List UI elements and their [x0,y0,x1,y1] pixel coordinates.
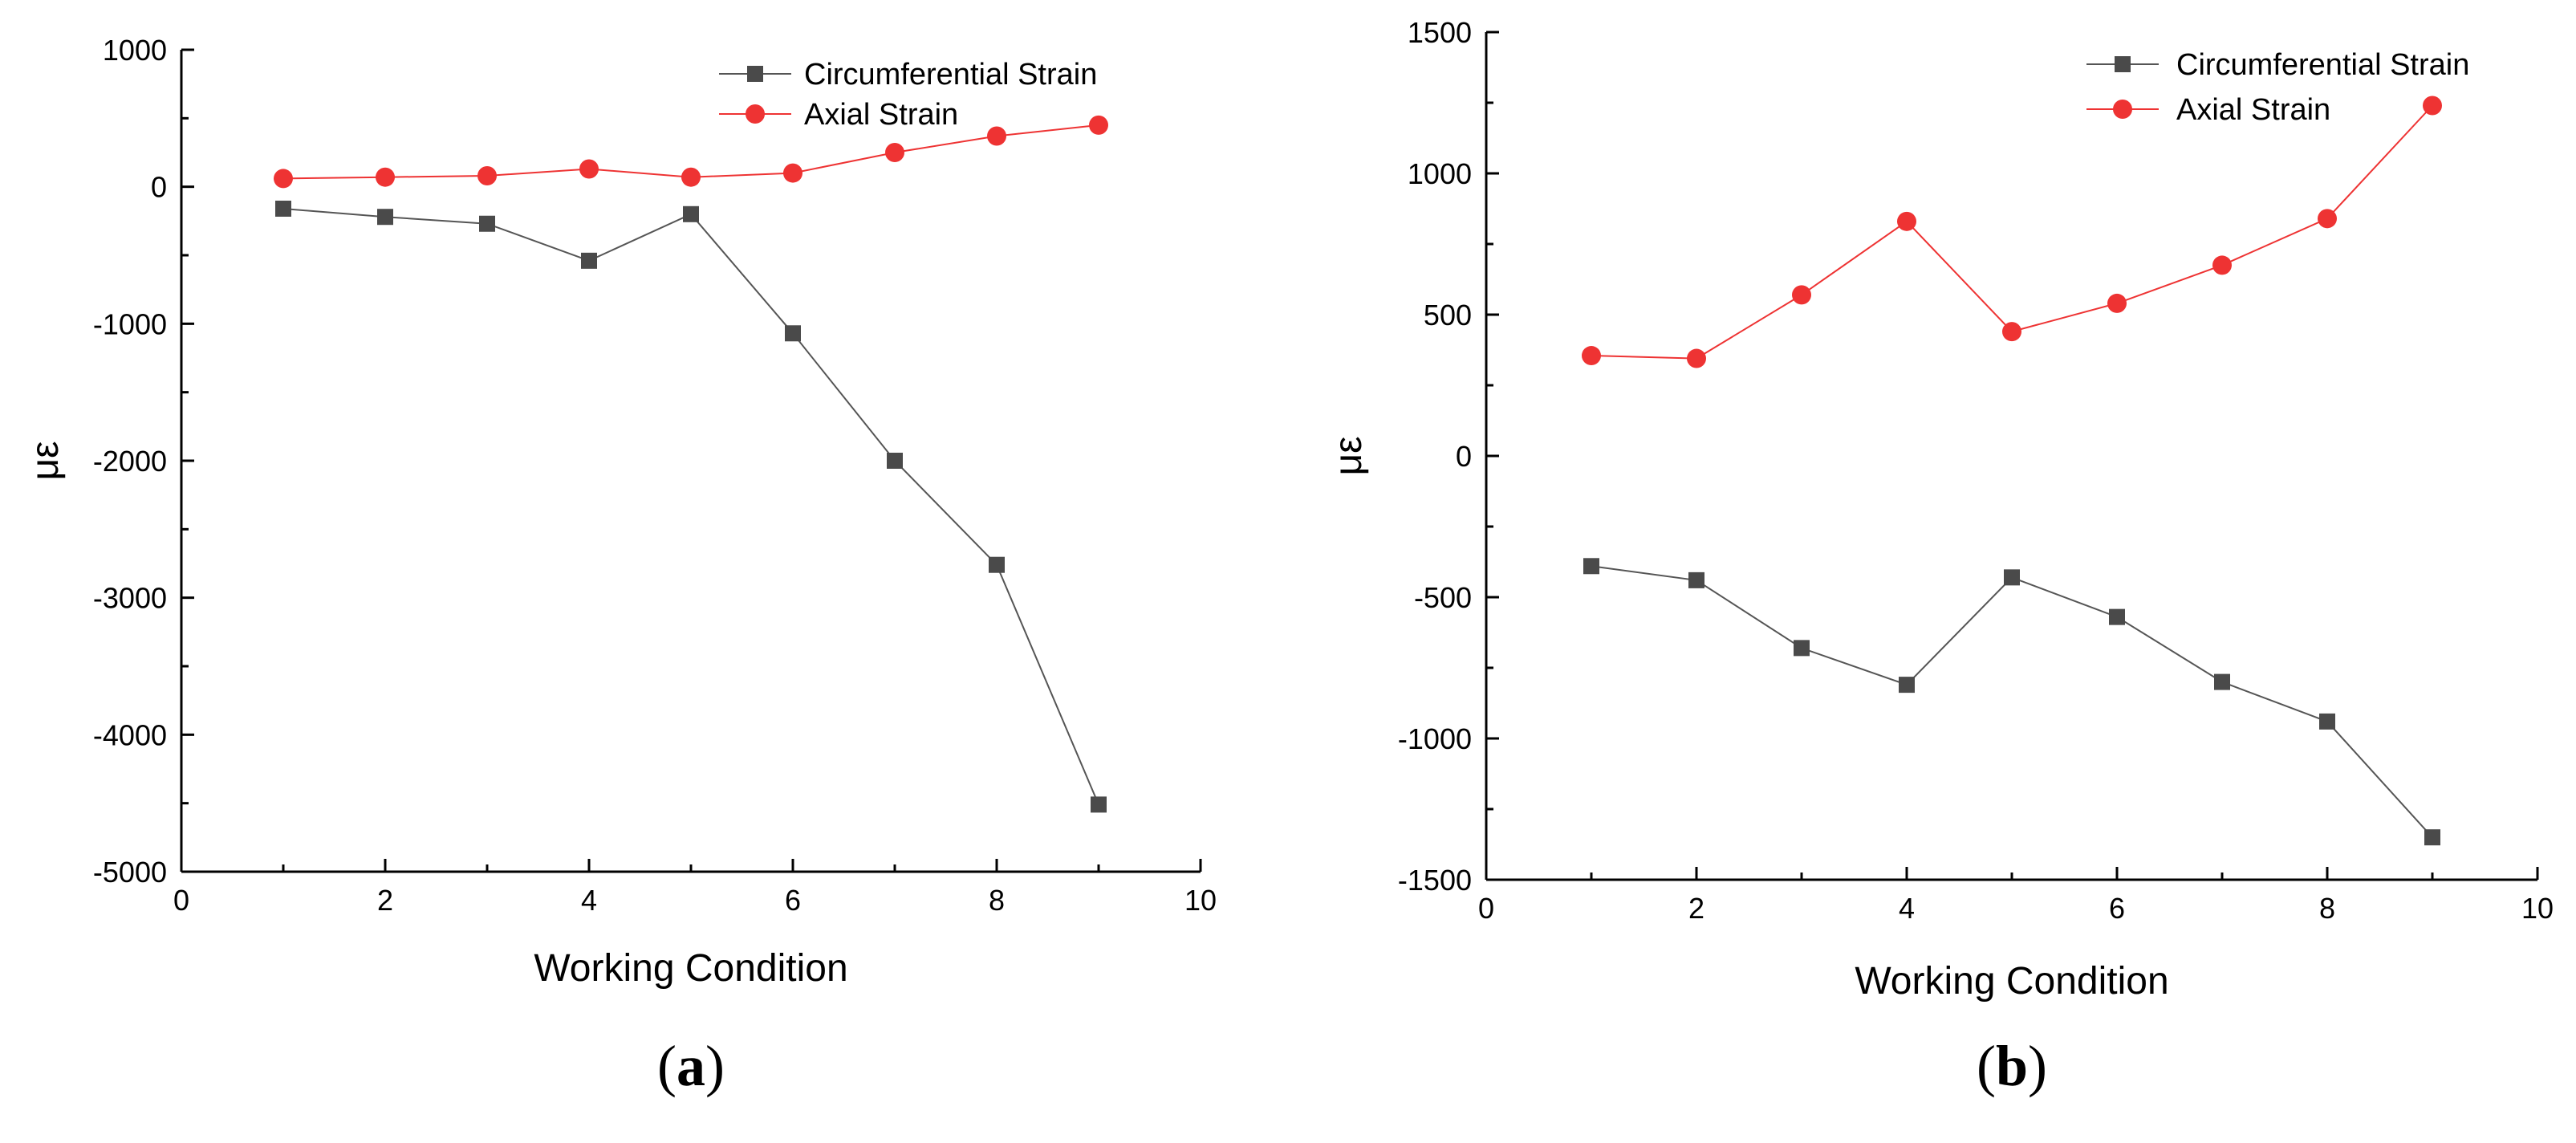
panel-a-label: (a) [657,1034,725,1098]
panel-b-axial-point [2423,96,2442,116]
panel-a-x-tick-label: 0 [173,884,189,917]
panel-b-axial-point [2107,293,2127,313]
panel-a-circumferential-point [683,205,699,222]
panel-b-label: (b) [1977,1034,2047,1098]
panel-b-legend-circumferential-marker [2115,56,2131,72]
panel-a-y-tick-label: -5000 [93,856,167,889]
panel-b-circumferential-point [2214,673,2230,690]
panel-a-axial-point [783,163,802,183]
panel-a-axial-point [376,167,395,187]
panel-b-x-axis-title: Working Condition [1855,960,2168,1003]
panel-b-legend-circumferential-label: Circumferential Strain [2176,48,2469,82]
panel-a-axial-point [885,143,904,162]
panel-a-circumferential-point [989,556,1005,573]
panel-a-circumferential-series-line [282,208,1099,805]
panel-b-circumferential-point [2319,713,2335,730]
panel-b-axial-point [1582,346,1601,366]
panel-a-x-tick-label: 2 [377,884,393,917]
panel-b-x-tick-label: 10 [2521,892,2554,925]
panel-b-x-tick-label: 4 [1899,892,1915,925]
panel-b-axial-point [2212,255,2232,275]
panel-a-axial-point [477,166,497,186]
panel-a-axial-point [274,169,293,189]
panel-b-axial-point [2318,209,2337,229]
panel-b-y-tick-label: 500 [1424,299,1472,332]
panel-a-axial-point [1089,115,1108,135]
panel-a-x-tick-label: 10 [1184,884,1217,917]
panel-b-axial-point [1687,348,1706,368]
panel-b-circumferential-point [1583,558,1599,575]
panel-a-axial-point [987,126,1006,146]
panel-b-circumferential-point [1899,677,1915,694]
panel-b-x-tick-label: 2 [1688,892,1704,925]
panel-b-circumferential-point [2004,569,2020,586]
panel-a-y-tick-label: 0 [151,171,167,204]
panel-a-y-tick-label: -1000 [93,307,167,340]
chart-panel-b: -1500 -1000 -500 0 500 1000 1500 0 2 4 6 8 10 Working… [1327,16,2554,1098]
panel-b-legend-axial-label: Axial Strain [2176,93,2330,127]
panel-a-circumferential-point [275,200,291,217]
panel-b-circumferential-point [1794,640,1810,657]
panel-b-axial-series-line [1591,104,2433,360]
panel-b-y-tick-label: -1000 [1398,722,1472,755]
panel-b-axial-point [1792,285,1811,305]
panel-b-y-axis-title: με [1327,436,1370,475]
panel-b-axial-point [2002,322,2021,342]
panel-b-y-tick-label: 1000 [1408,157,1472,190]
panel-a-circumferential-point [377,209,393,226]
panel-a-x-tick-label: 6 [785,884,801,917]
panel-b-x-tick-label: 8 [2319,892,2335,925]
panel-a-y-axis-title: με [24,441,67,480]
panel-a-x-tick-label: 4 [581,884,597,917]
panel-a-legend-circumferential-label: Circumferential Strain [804,58,1097,92]
panel-b-circumferential-series-line [1591,565,2433,838]
panel-a-x-tick-label: 8 [989,884,1005,917]
panel-a-legend-circumferential-marker [747,66,763,82]
panel-b-circumferential-point [1688,572,1704,588]
panel-a-legend-axial-label: Axial Strain [804,98,958,132]
panel-a-circumferential-point [785,325,801,342]
panel-a-y-tick-label: -4000 [93,718,167,751]
panel-a-legend-axial-marker [746,104,765,124]
panel-b-y-tick-label: 1500 [1408,16,1472,49]
panel-a-axial-point [681,167,701,187]
panel-b-circumferential-point [2424,829,2440,846]
panel-a-circumferential-point [1091,796,1107,813]
panel-b-axial-point [1897,211,1916,231]
panel-a-circumferential-point [581,252,597,269]
panel-a-y-tick-label: 1000 [103,34,167,67]
panel-b-x-tick-label: 0 [1478,892,1494,925]
panel-b-y-tick-label: 0 [1456,440,1472,473]
panel-a-y-tick-label: -2000 [93,445,167,478]
panel-a-circumferential-point [887,453,903,469]
panel-b-x-tick-label: 6 [2109,892,2125,925]
chart-panel-a: -5000 -4000 -3000 -2000 -1000 0 1000 0 2 4 6 8 10 Wor… [24,34,1217,1098]
panel-a-axial-point [579,159,599,179]
panel-b-y-tick-label: -500 [1414,581,1472,614]
panel-b-circumferential-point [2109,608,2125,625]
panel-a-x-axis-title: Working Condition [534,947,847,990]
panel-a-circumferential-point [479,215,495,232]
panel-b-y-tick-label: -1500 [1398,864,1472,897]
panel-b-legend-axial-marker [2113,100,2132,119]
panel-a-y-tick-label: -3000 [93,582,167,615]
